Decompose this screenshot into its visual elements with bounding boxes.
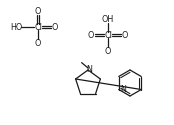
Text: O: O — [122, 30, 128, 40]
Text: O: O — [35, 38, 41, 48]
Text: O: O — [105, 46, 111, 56]
Text: O: O — [88, 30, 94, 40]
Text: N: N — [121, 85, 127, 94]
Text: OH: OH — [102, 14, 114, 24]
Text: O: O — [52, 22, 58, 32]
Text: O: O — [35, 6, 41, 16]
Text: Cl: Cl — [34, 22, 42, 32]
Text: Cl: Cl — [104, 30, 112, 40]
Text: N: N — [86, 64, 92, 74]
Text: HO: HO — [10, 22, 22, 32]
